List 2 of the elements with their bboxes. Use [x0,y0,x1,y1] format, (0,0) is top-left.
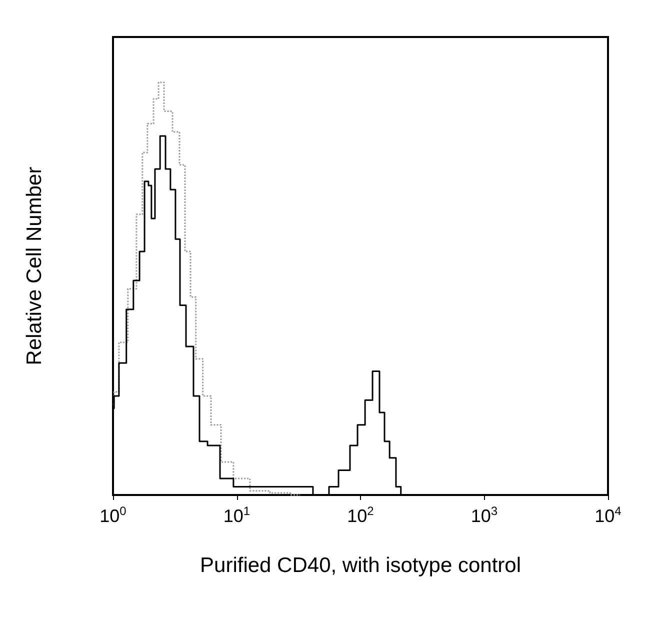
x-axis-title: Purified CD40, with isotype control [200,554,521,577]
y-axis-title: Relative Cell Number [23,166,46,366]
